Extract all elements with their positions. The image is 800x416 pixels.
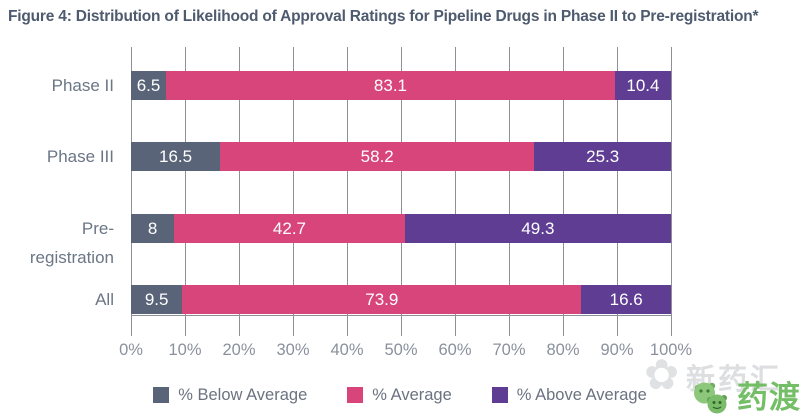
- category-label: Phase III: [46, 147, 114, 166]
- gridline-80%: [563, 47, 564, 336]
- x-tick-label: 40%: [330, 341, 364, 359]
- legend-swatch-icon: [491, 387, 508, 403]
- category-label: All: [95, 290, 114, 309]
- segment: 58.2: [220, 142, 535, 171]
- legend-swatch-icon: [347, 387, 364, 403]
- segment: 10.4: [614, 71, 671, 100]
- segment: 6.5: [131, 71, 167, 100]
- gridline-30%: [293, 47, 294, 336]
- x-tick-label: 10%: [168, 341, 202, 359]
- gridline-40%: [347, 47, 348, 336]
- x-tick-label: 70%: [492, 341, 526, 359]
- x-axis: 0% 10% 20% 30% 40% 50% 60% 70% 80% 90% 100%: [119, 341, 692, 363]
- legend-item: % Average: [347, 386, 452, 405]
- gridline-70%: [509, 47, 510, 336]
- gridline-20%: [239, 47, 240, 336]
- legend-swatch-icon: [153, 387, 170, 403]
- legend-label: % Above Average: [516, 385, 647, 404]
- gridline-60%: [455, 47, 456, 336]
- x-tick-label: 60%: [438, 341, 472, 359]
- segment: 25.3: [534, 142, 671, 171]
- gridline-90%: [617, 47, 618, 336]
- x-tick-label: 80%: [546, 341, 580, 359]
- figure-title: Figure 4: Distribution of Likelihood of …: [8, 8, 759, 25]
- x-tick-label: 0%: [119, 341, 143, 359]
- x-tick-label: 20%: [222, 341, 256, 359]
- segment: 42.7: [174, 214, 405, 243]
- legend-label: % Below Average: [178, 385, 308, 404]
- bar-row-phase-ii: 6.5 83.1 10.4: [131, 71, 671, 100]
- gridline-100%: [671, 47, 672, 336]
- gridline-50%: [401, 47, 402, 336]
- x-tick-label: 90%: [600, 341, 634, 359]
- segment: 8: [131, 214, 175, 243]
- segment: 9.5: [131, 285, 183, 314]
- segment: 16.5: [131, 142, 221, 171]
- bar-row-pre-registration: 8 42.7 49.3: [131, 214, 671, 243]
- legend: % Below Average % Average % Above Average: [0, 383, 800, 407]
- legend-item: % Below Average: [153, 386, 307, 405]
- x-tick-label: 30%: [276, 341, 310, 359]
- category-label: Pre-registration: [29, 219, 114, 267]
- segment: 83.1: [166, 71, 615, 100]
- x-tick-label: 50%: [384, 341, 418, 359]
- segment: 73.9: [182, 285, 582, 314]
- x-tick-label: 100%: [649, 341, 693, 359]
- category-label: Phase II: [51, 76, 114, 95]
- legend-label: % Average: [372, 385, 452, 404]
- segment: 16.6: [581, 285, 671, 314]
- gridline-10%: [185, 47, 186, 336]
- bar-row-all: 9.5 73.9 16.6: [131, 285, 671, 314]
- plot-area: 6.5 83.1 10.4 16.5 58.2 25.3 8 42.7 49.3 9.5 73.9 1…: [131, 47, 672, 336]
- segment: 49.3: [404, 214, 671, 243]
- legend-item: % Above Average: [491, 385, 647, 405]
- bar-row-phase-iii: 16.5 58.2 25.3: [131, 142, 671, 171]
- gridline-0%: [131, 47, 132, 336]
